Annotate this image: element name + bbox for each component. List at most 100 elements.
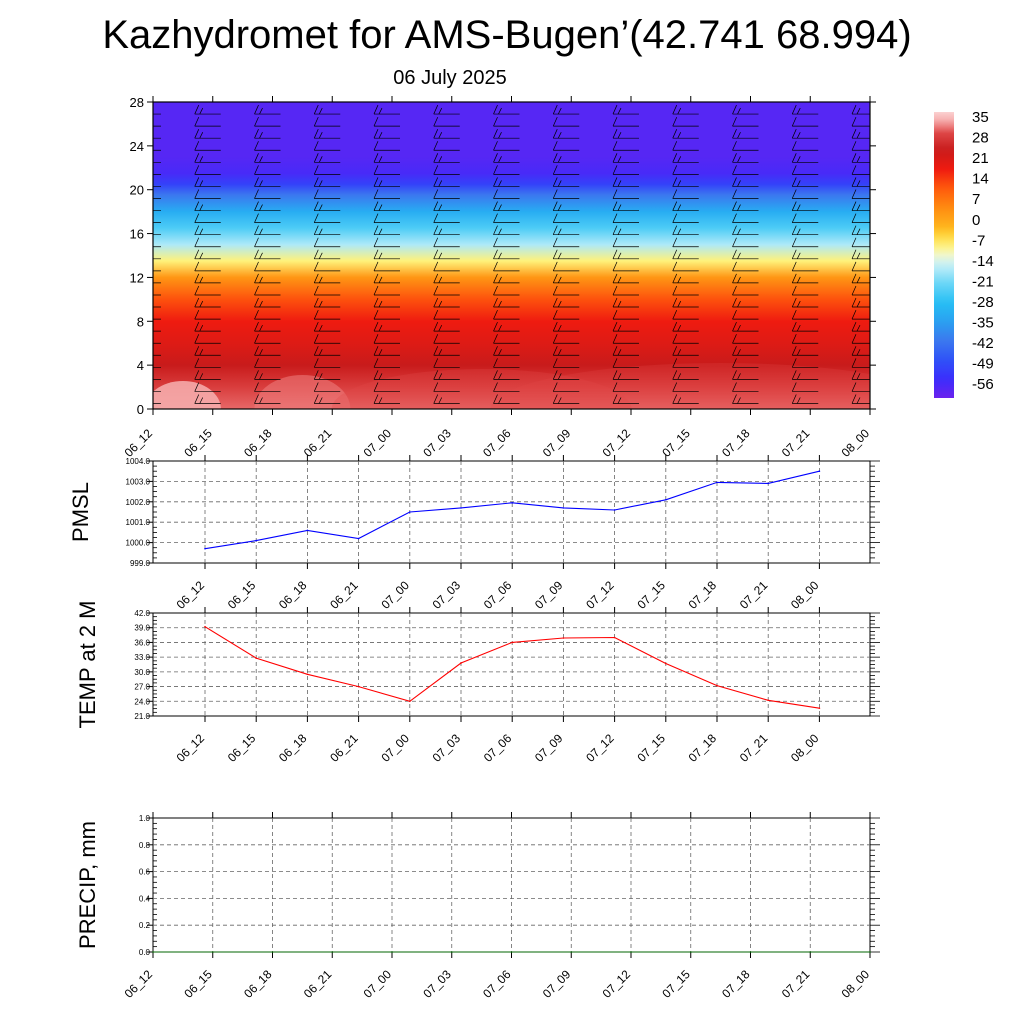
- wind-barb: [552, 165, 580, 175]
- wind-barb: [254, 358, 281, 368]
- wind-barb: [672, 285, 699, 296]
- y-tick-label: 42.0: [134, 609, 150, 618]
- data-point: [613, 636, 616, 639]
- heatmap-y-tick-label: 0: [137, 402, 144, 417]
- wind-barb: [493, 116, 520, 127]
- wind-barb: [493, 213, 520, 223]
- wind-barb: [313, 237, 341, 248]
- wind-barb: [493, 309, 520, 320]
- wind-barb: [194, 285, 221, 296]
- y-tick-label: 0.4: [139, 894, 151, 903]
- colorbar-labels: 35 28 21 14 7 0 -7 -14 -21 -28 -35 -42 -49 -56: [972, 109, 994, 393]
- y-tick-label: 24.0: [134, 697, 150, 706]
- wind-barb: [552, 334, 580, 344]
- y-tick-label: 0.8: [139, 841, 151, 850]
- heatmap-y-axis: 0 4 8 12 16 20 24 28: [130, 95, 876, 417]
- wind-barb: [612, 213, 639, 223]
- wind-barb: [313, 322, 341, 332]
- wind-barb: [732, 177, 759, 187]
- wind-barb: [194, 273, 221, 284]
- data-point: [716, 684, 718, 687]
- wind-barb: [433, 261, 460, 272]
- temperature-section-panel: 0 4 8 12 16 20 24 28 06_12 06_15 06_18 06_21 07_00 0…: [122, 95, 876, 460]
- chart-title: Kazhydromet for AMS-Bugen’(42.741 68.994…: [102, 13, 911, 57]
- x-tick-label: 06_21: [301, 967, 335, 1001]
- wind-barb: [732, 129, 759, 139]
- heatmap-x-tick-label: 07_18: [719, 426, 753, 460]
- wind-barb: [552, 322, 580, 332]
- wind-barb: [672, 394, 699, 404]
- x-tick-label: 06_15: [225, 578, 259, 612]
- data-point: [391, 951, 393, 953]
- y-tick-label: 1000.0: [126, 539, 151, 548]
- warm-contour: [254, 375, 351, 409]
- heatmap-y-tick: 0: [137, 402, 876, 417]
- wind-barb: [153, 258, 161, 260]
- heatmap-y-tick-label: 12: [130, 270, 144, 285]
- colorbar-label: 14: [972, 171, 989, 188]
- wind-barb: [791, 201, 819, 211]
- wind-barb: [153, 403, 161, 404]
- wind-barb: [493, 153, 520, 163]
- wind-barb: [612, 334, 639, 344]
- wind-barb: [254, 370, 281, 380]
- wind-barb: [612, 225, 639, 236]
- heatmap-y-tick: 24: [130, 139, 876, 154]
- y-tick-label: 21.0: [134, 712, 150, 721]
- wind-barb: [373, 153, 400, 163]
- wind-barb: [851, 273, 870, 284]
- data-point: [204, 547, 206, 550]
- wind-barb: [254, 213, 281, 223]
- wind-barb: [612, 249, 639, 260]
- wind-barb: [313, 297, 341, 308]
- wind-barb: [552, 382, 580, 392]
- data-point: [665, 662, 667, 665]
- wind-barb: [732, 237, 759, 248]
- wind-barb: [552, 141, 580, 151]
- wind-barb: [732, 309, 759, 320]
- wind-barb: [433, 285, 460, 296]
- wind-barb: [313, 104, 341, 115]
- chart-subtitle: 06 July 2025: [393, 67, 506, 89]
- wind-barb: [612, 116, 639, 127]
- x-tick-label: 07_03: [430, 731, 464, 765]
- y-tick-label: 1004.0: [126, 457, 151, 466]
- y-tick-label: 36.0: [134, 638, 150, 647]
- wind-barb: [194, 225, 221, 236]
- wind-barb: [153, 198, 161, 199]
- y-tick-label: 39.0: [134, 624, 150, 633]
- wind-barb: [612, 153, 639, 163]
- wind-barb: [672, 141, 699, 151]
- data-point: [409, 511, 411, 513]
- wind-barb: [732, 141, 759, 151]
- wind-barb: [552, 273, 580, 284]
- data-point: [818, 707, 821, 709]
- wind-barb: [851, 165, 870, 175]
- wind-barb: [194, 189, 221, 199]
- wind-barb: [732, 370, 759, 380]
- wind-barb: [552, 104, 580, 115]
- wind-barb: [153, 270, 161, 272]
- wind-barb: [493, 104, 520, 115]
- y-tick-label: 0.0: [139, 948, 151, 957]
- data-point: [450, 951, 453, 953]
- wind-barb: [493, 129, 520, 139]
- wind-barb: [612, 309, 639, 320]
- wind-barb: [732, 116, 759, 127]
- wind-barb: [373, 189, 400, 199]
- wind-barb: [313, 201, 341, 211]
- wind-barb: [254, 346, 281, 356]
- data-point: [767, 482, 769, 485]
- wind-barb: [153, 342, 161, 344]
- wind-barb: [552, 394, 580, 404]
- wind-barb: [672, 309, 699, 320]
- x-tick-label: 07_03: [430, 578, 464, 612]
- wind-barb: [493, 141, 520, 151]
- wind-barb: [851, 358, 870, 368]
- wind-barb: [552, 201, 580, 211]
- wind-barb: [552, 370, 580, 380]
- wind-barb: [373, 249, 400, 260]
- wind-barb: [194, 129, 221, 139]
- y-tick-label: 1002.0: [126, 498, 151, 507]
- wind-barb: [194, 346, 221, 356]
